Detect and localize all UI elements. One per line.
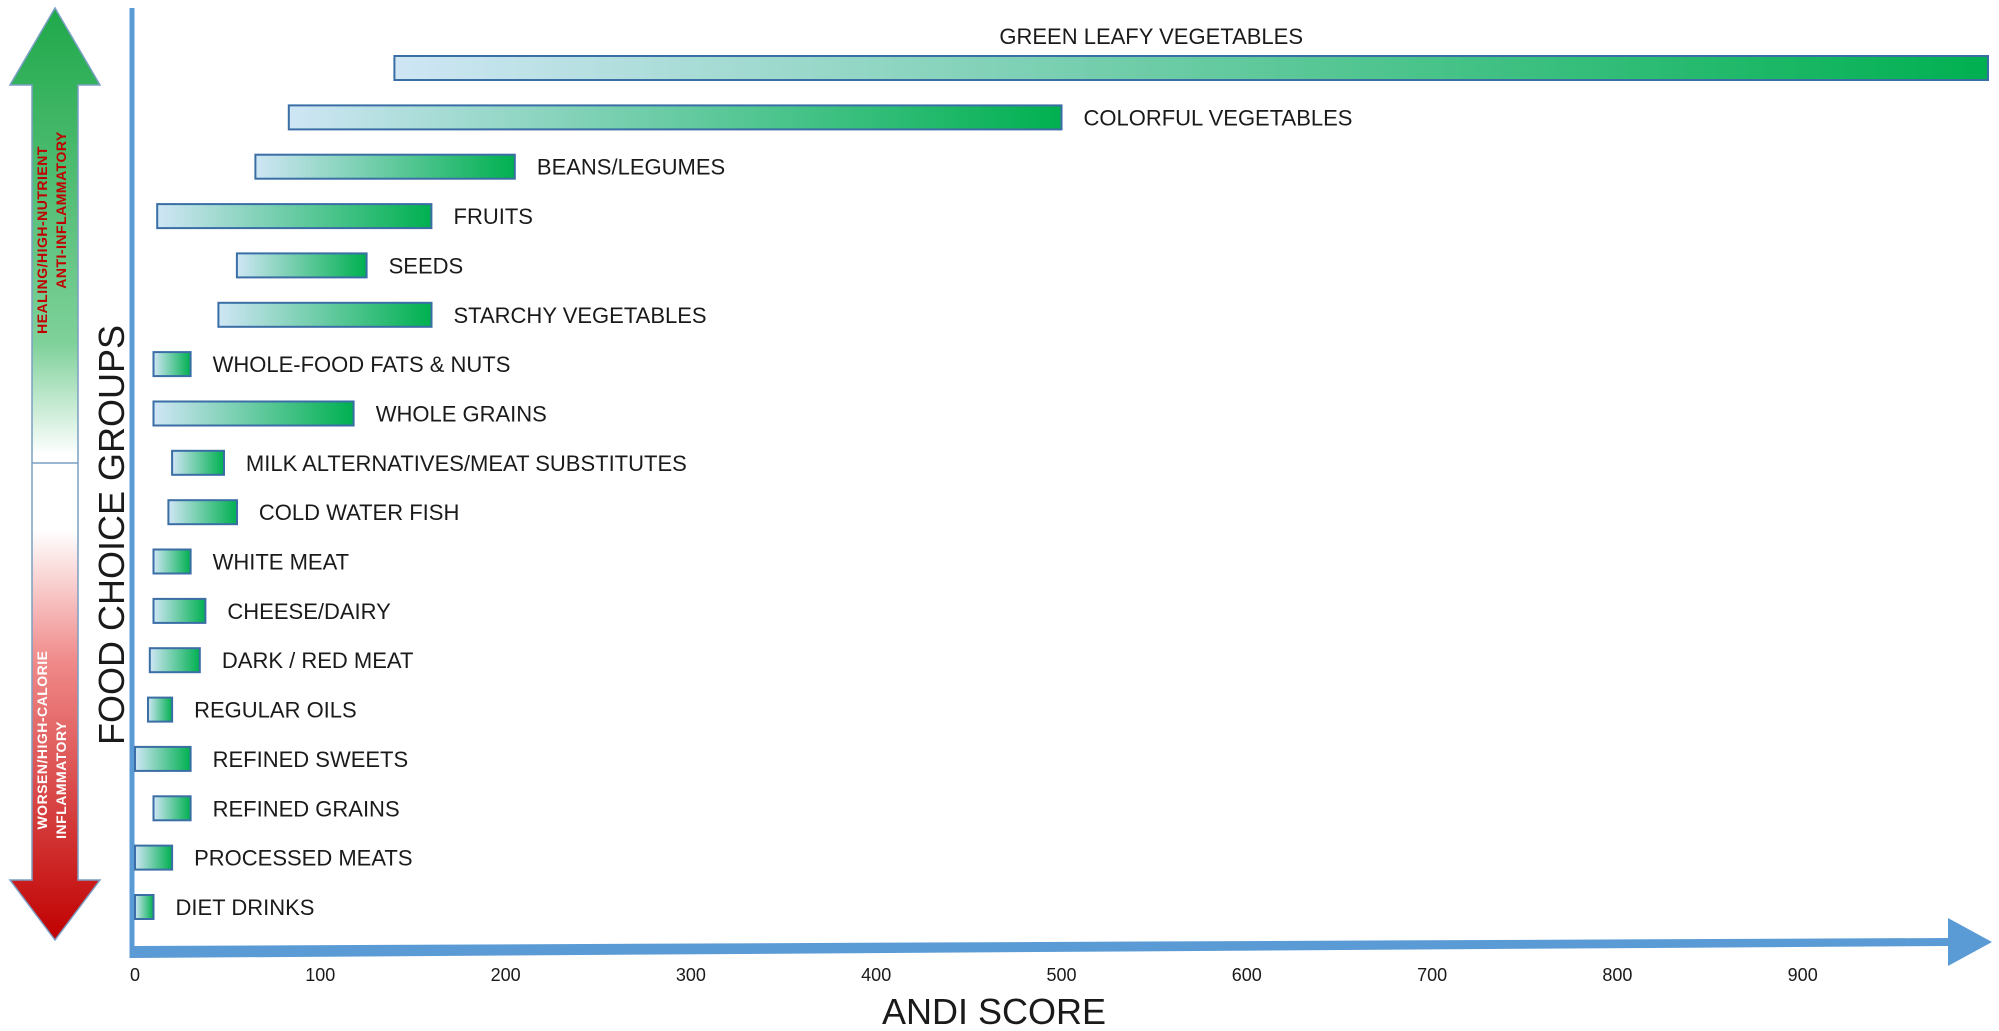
bar [152, 597, 207, 624]
bar-label: WHOLE-FOOD FATS & NUTS [213, 352, 511, 377]
bar [134, 894, 155, 920]
bar [152, 548, 192, 575]
x-axis-title: ANDI SCORE [882, 991, 1106, 1031]
bar [134, 745, 192, 772]
bar-label: FRUITS [454, 204, 533, 229]
bars-layer: GREEN LEAFY VEGETABLES COLORFUL VEGETABLE… [134, 24, 1989, 920]
x-axis-arrow [132, 918, 1992, 966]
bar [235, 252, 368, 279]
bar [167, 499, 238, 526]
x-tick-label: 700 [1417, 965, 1447, 985]
x-tick-label: 200 [491, 965, 521, 985]
bar-label: BEANS/LEGUMES [537, 155, 725, 180]
bar [156, 203, 433, 230]
x-tick-label: 800 [1602, 965, 1632, 985]
bar-label: COLORFUL VEGETABLES [1084, 105, 1353, 130]
x-tick-label: 500 [1046, 965, 1076, 985]
bar [134, 844, 174, 871]
x-tick-label: 100 [305, 965, 335, 985]
x-tick-label: 300 [676, 965, 706, 985]
bar [152, 351, 192, 378]
y-axis-title: FOOD CHOICE GROUPS [91, 325, 132, 745]
bar-label: REFINED SWEETS [213, 747, 409, 772]
scale-bottom-line1: WORSEN/HIGH-CALORIE [34, 650, 50, 829]
bar-label: MILK ALTERNATIVES/MEAT SUBSTITUTES [246, 451, 687, 476]
bar-label: DARK / RED MEAT [222, 648, 414, 673]
side-scale-arrow [8, 6, 102, 942]
ticks-layer: 0 100 200 300 400 500 600 700 800 900 [130, 965, 1818, 985]
bar [148, 647, 201, 674]
side-scale: HEALING/HIGH-NUTRIENT ANTI-INFLAMMATORY … [8, 6, 102, 942]
bar-label: SEEDS [389, 253, 464, 278]
bar-label: REFINED GRAINS [213, 796, 400, 821]
x-tick-label: 400 [861, 965, 891, 985]
bar-label: COLD WATER FISH [259, 500, 459, 525]
bar [152, 400, 355, 427]
bar [393, 55, 1989, 81]
scale-bottom-line2: INFLAMMATORY [53, 721, 69, 839]
bar-label: STARCHY VEGETABLES [454, 303, 707, 328]
x-tick-label: 900 [1788, 965, 1818, 985]
x-tick-label: 0 [130, 965, 140, 985]
bar-label: DIET DRINKS [176, 895, 315, 920]
bar [147, 696, 174, 723]
bar [171, 449, 226, 476]
bar-label: WHITE MEAT [213, 550, 349, 575]
scale-top-line2: ANTI-INFLAMMATORY [53, 131, 69, 289]
bar-label: PROCESSED MEATS [194, 846, 412, 871]
bar-label: GREEN LEAFY VEGETABLES [999, 24, 1303, 49]
x-tick-label: 600 [1232, 965, 1262, 985]
scale-top-line1: HEALING/HIGH-NUTRIENT [34, 146, 50, 334]
bar-label: CHEESE/DAIRY [227, 599, 391, 624]
bar-label: REGULAR OILS [194, 698, 357, 723]
bar-label: WHOLE GRAINS [376, 402, 547, 427]
bar [254, 153, 516, 180]
bar [152, 795, 192, 822]
bar [217, 301, 433, 328]
bar [287, 104, 1063, 131]
